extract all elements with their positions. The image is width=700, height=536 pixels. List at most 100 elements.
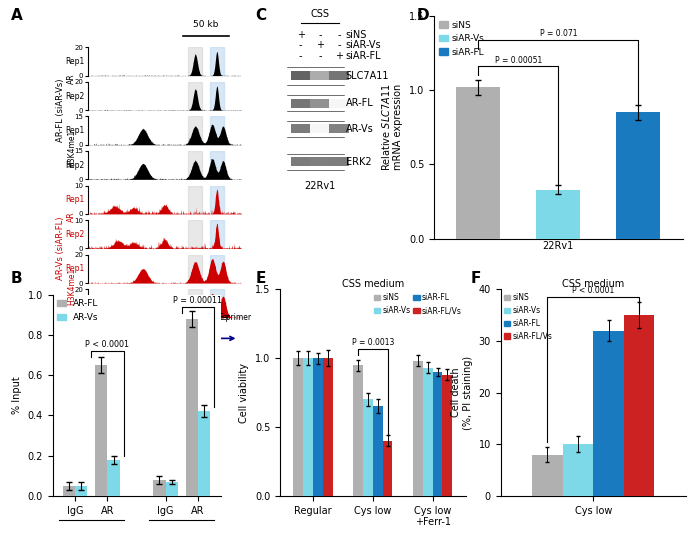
Legend: AR-FL, AR-Vs: AR-FL, AR-Vs xyxy=(57,299,99,322)
Y-axis label: Cell viability: Cell viability xyxy=(239,363,249,422)
X-axis label: 22Rv1: 22Rv1 xyxy=(542,241,574,251)
Bar xyxy=(210,289,224,318)
Text: AR-FL (siAR-Vs): AR-FL (siAR-Vs) xyxy=(57,78,65,142)
Text: +: + xyxy=(297,29,304,40)
Text: siAR-FL: siAR-FL xyxy=(346,51,382,61)
Text: D: D xyxy=(416,8,429,23)
Text: 22Rv1: 22Rv1 xyxy=(304,181,335,191)
Bar xyxy=(210,47,224,76)
Y-axis label: Relative $SLC7A11$
mRNA expression: Relative $SLC7A11$ mRNA expression xyxy=(379,84,403,171)
Bar xyxy=(291,124,311,133)
Text: -: - xyxy=(318,51,321,61)
Text: C: C xyxy=(256,8,267,23)
Bar xyxy=(198,412,210,496)
Bar xyxy=(106,334,109,343)
Text: $SLC7A11$ —: $SLC7A11$ — xyxy=(128,349,182,360)
Bar xyxy=(456,87,500,239)
Text: ERK2: ERK2 xyxy=(346,157,372,167)
Text: Rep1: Rep1 xyxy=(65,264,85,273)
Text: P < 0.0001: P < 0.0001 xyxy=(85,340,130,349)
Legend: siNS, siAR-Vs, siAR-FL: siNS, siAR-Vs, siAR-FL xyxy=(438,20,484,57)
Bar xyxy=(63,486,75,496)
Bar xyxy=(153,480,166,496)
Bar xyxy=(363,399,373,496)
Bar xyxy=(329,158,349,167)
Bar xyxy=(210,116,224,145)
Bar xyxy=(329,71,349,80)
Text: -: - xyxy=(299,40,302,50)
Text: AR-Vs: AR-Vs xyxy=(346,124,374,134)
Bar xyxy=(152,334,155,343)
Bar xyxy=(329,124,349,133)
Bar xyxy=(188,289,202,318)
Bar xyxy=(624,315,655,496)
Bar xyxy=(210,220,224,249)
Text: CSS: CSS xyxy=(310,9,329,19)
Bar xyxy=(166,482,178,496)
Bar xyxy=(383,441,393,496)
Bar xyxy=(116,334,118,343)
Text: AR: AR xyxy=(67,73,76,84)
Text: +: + xyxy=(316,40,324,50)
Bar xyxy=(134,334,136,343)
Bar xyxy=(423,368,433,496)
Text: H3K4me1: H3K4me1 xyxy=(67,129,76,167)
Bar xyxy=(293,358,303,496)
Y-axis label: % Input: % Input xyxy=(12,376,22,414)
Bar xyxy=(95,334,98,343)
Bar xyxy=(323,358,332,496)
Bar xyxy=(89,334,92,343)
Text: P-primer: P-primer xyxy=(197,313,230,322)
Text: E: E xyxy=(256,271,266,286)
Text: siAR-Vs: siAR-Vs xyxy=(346,40,382,50)
Bar xyxy=(210,82,224,110)
Text: AR: AR xyxy=(67,212,76,222)
Text: -: - xyxy=(299,51,302,61)
Bar xyxy=(188,47,202,76)
Bar xyxy=(210,151,224,180)
Bar xyxy=(536,190,580,239)
Text: 50 kb: 50 kb xyxy=(193,20,219,29)
Title: CSS medium: CSS medium xyxy=(342,279,404,289)
Bar xyxy=(95,365,107,496)
Bar xyxy=(310,99,330,108)
Bar xyxy=(617,113,661,239)
Text: P = 0.00011: P = 0.00011 xyxy=(174,296,223,305)
Legend: siNS, siAR-Vs, siAR-FL, siAR-FL/Vs: siNS, siAR-Vs, siAR-FL, siAR-FL/Vs xyxy=(374,293,462,315)
Bar xyxy=(210,185,224,214)
Text: Rep1: Rep1 xyxy=(65,57,85,66)
Bar xyxy=(188,116,202,145)
Text: -: - xyxy=(318,29,321,40)
Text: F: F xyxy=(470,271,481,286)
Title: CSS medium: CSS medium xyxy=(562,279,624,289)
Text: A: A xyxy=(10,8,22,23)
Bar xyxy=(413,361,423,496)
Text: P = 0.0013: P = 0.0013 xyxy=(351,338,394,347)
Bar xyxy=(188,185,202,214)
Bar xyxy=(188,220,202,249)
Text: -: - xyxy=(337,40,341,50)
Text: Rep2: Rep2 xyxy=(65,230,85,239)
Text: H3K4me1: H3K4me1 xyxy=(67,267,76,305)
Bar xyxy=(310,71,330,80)
Legend: siNS, siAR-Vs, siAR-FL, siAR-FL/Vs: siNS, siAR-Vs, siAR-FL, siAR-FL/Vs xyxy=(504,293,552,341)
Text: Rep2: Rep2 xyxy=(65,161,85,170)
Bar xyxy=(310,124,330,133)
Y-axis label: Cell death
(%, PI staining): Cell death (%, PI staining) xyxy=(452,355,472,430)
Bar xyxy=(563,444,594,496)
Text: E-primer: E-primer xyxy=(218,313,251,322)
Bar xyxy=(291,158,311,167)
Text: siNS: siNS xyxy=(346,29,367,40)
Text: AR-FL: AR-FL xyxy=(346,98,374,108)
Bar xyxy=(303,358,313,496)
Text: Rep2: Rep2 xyxy=(65,92,85,101)
Bar xyxy=(313,358,323,496)
Bar xyxy=(188,151,202,180)
Bar xyxy=(433,372,442,496)
Text: SLC7A11: SLC7A11 xyxy=(346,71,389,81)
Bar xyxy=(353,365,363,496)
Bar xyxy=(310,158,330,167)
Bar xyxy=(329,99,349,108)
Bar xyxy=(107,460,120,496)
Text: AR-Vs (siAR-FL): AR-Vs (siAR-FL) xyxy=(57,217,65,280)
